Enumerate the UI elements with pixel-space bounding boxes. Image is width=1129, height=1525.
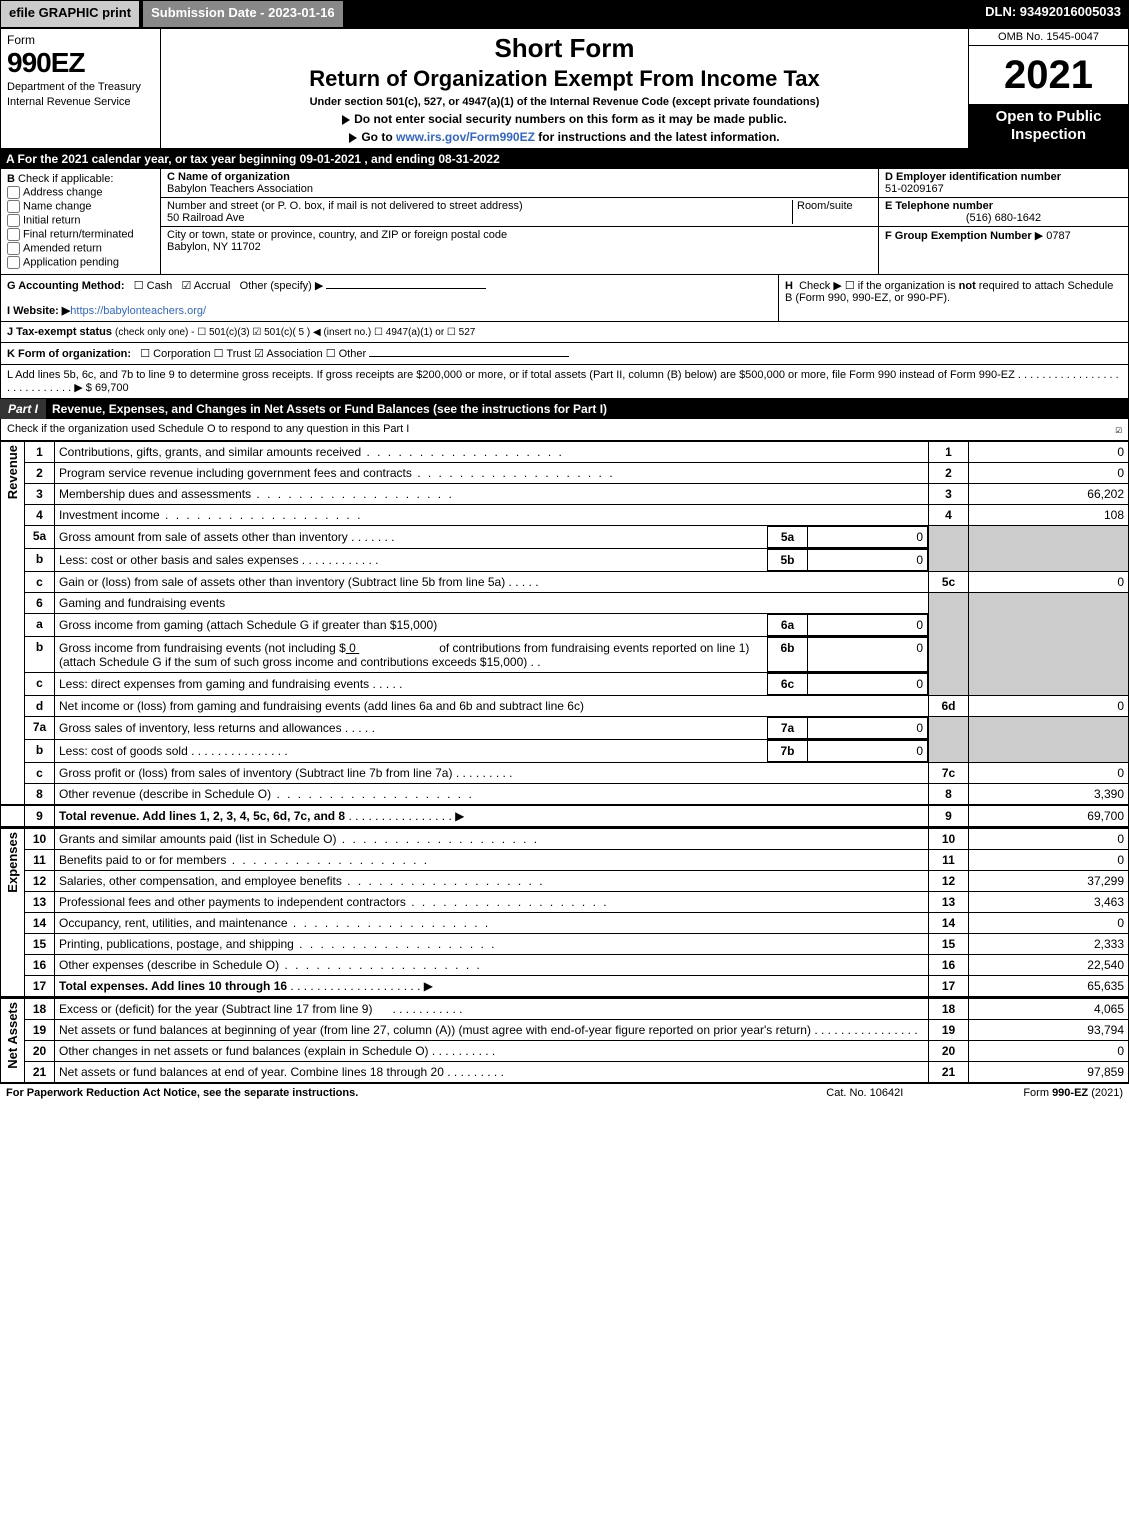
part-i-header: Part I Revenue, Expenses, and Changes in…	[0, 399, 1129, 419]
section-j: J Tax-exempt status (check only one) - ☐…	[0, 322, 1129, 343]
section-a: A For the 2021 calendar year, or tax yea…	[0, 149, 1129, 169]
line-11: 11Benefits paid to or for members110	[1, 850, 1129, 871]
org-city: Babylon, NY 11702	[167, 241, 261, 253]
website-link[interactable]: https://babylonteachers.org/	[70, 305, 206, 317]
header-left: Form 990EZ Department of the Treasury In…	[1, 29, 161, 148]
note-goto: Go to www.irs.gov/Form990EZ for instruct…	[167, 130, 962, 144]
submission-date: Submission Date - 2023-01-16	[142, 0, 344, 28]
room-suite: Room/suite	[792, 200, 872, 224]
col-b: B Check if applicable: Address change Na…	[1, 169, 161, 274]
line-16: 16Other expenses (describe in Schedule O…	[1, 955, 1129, 976]
arrow-icon	[349, 133, 357, 143]
line-14: 14Occupancy, rent, utilities, and mainte…	[1, 913, 1129, 934]
part-i-title: Revenue, Expenses, and Changes in Net As…	[46, 399, 613, 419]
line-18: Net Assets 18Excess or (deficit) for the…	[1, 998, 1129, 1020]
part-i-table: Revenue 1Contributions, gifts, grants, a…	[0, 441, 1129, 1083]
section-b-block: B Check if applicable: Address change Na…	[0, 169, 1129, 275]
irs-link[interactable]: www.irs.gov/Form990EZ	[396, 130, 535, 144]
footer-cat: Cat. No. 10642I	[826, 1087, 903, 1099]
line-6d: dNet income or (loss) from gaming and fu…	[1, 696, 1129, 717]
line-7c: cGross profit or (loss) from sales of in…	[1, 763, 1129, 784]
accounting-method: G Accounting Method: ☐ Cash ☑ Accrual Ot…	[1, 275, 778, 321]
section-k: K Form of organization: ☐ Corporation ☐ …	[0, 343, 1129, 365]
chk-final-return[interactable]: Final return/terminated	[7, 228, 154, 241]
dln: DLN: 93492016005033	[977, 0, 1129, 28]
chk-address-change[interactable]: Address change	[7, 186, 154, 199]
group-exemption: F Group Exemption Number ▶ 0787	[879, 227, 1128, 274]
line-10: Expenses 10Grants and similar amounts pa…	[1, 828, 1129, 850]
telephone: (516) 680-1642	[885, 212, 1122, 224]
addr-row: Number and street (or P. O. box, if mail…	[161, 198, 878, 227]
footer-left: For Paperwork Reduction Act Notice, see …	[6, 1087, 826, 1099]
line-3: 3Membership dues and assessments366,202	[1, 484, 1129, 505]
header-middle: Short Form Return of Organization Exempt…	[161, 29, 968, 148]
line-20: 20Other changes in net assets or fund ba…	[1, 1041, 1129, 1062]
gross-receipts: $ 69,700	[86, 382, 129, 394]
form-label: Form	[7, 33, 154, 47]
line-6: 6Gaming and fundraising events	[1, 593, 1129, 614]
netassets-vlabel: Net Assets	[1, 998, 25, 1083]
under-section: Under section 501(c), 527, or 4947(a)(1)…	[167, 96, 962, 108]
chk-amended-return[interactable]: Amended return	[7, 242, 154, 255]
footer-right: Form 990-EZ (2021)	[1023, 1087, 1123, 1099]
chk-application-pending[interactable]: Application pending	[7, 256, 154, 269]
phone-block: E Telephone number(516) 680-1642	[879, 198, 1128, 227]
line-7a: 7aGross sales of inventory, less returns…	[1, 717, 1129, 740]
form-header: Form 990EZ Department of the Treasury In…	[0, 28, 1129, 149]
org-name-row: C Name of organizationBabylon Teachers A…	[161, 169, 878, 198]
line-21: 21Net assets or fund balances at end of …	[1, 1062, 1129, 1083]
line-2: 2Program service revenue including gover…	[1, 463, 1129, 484]
note-ssn: Do not enter social security numbers on …	[167, 112, 962, 126]
top-bar: efile GRAPHIC print Submission Date - 20…	[0, 0, 1129, 28]
header-right: OMB No. 1545-0047 2021 Open to Public In…	[968, 29, 1128, 148]
group-exemption-number: 0787	[1046, 230, 1070, 242]
schedule-o-check: ☑	[1115, 423, 1122, 436]
city-row: City or town, state or province, country…	[161, 227, 878, 274]
b-label: B	[7, 173, 15, 185]
line-17: 17Total expenses. Add lines 10 through 1…	[1, 976, 1129, 998]
chk-initial-return[interactable]: Initial return	[7, 214, 154, 227]
line-12: 12Salaries, other compensation, and empl…	[1, 871, 1129, 892]
dept-treasury: Department of the Treasury	[7, 81, 154, 94]
line-5a: 5aGross amount from sale of assets other…	[1, 526, 1129, 549]
line-5c: cGain or (loss) from sale of assets othe…	[1, 572, 1129, 593]
line-8: 8Other revenue (describe in Schedule O)8…	[1, 784, 1129, 806]
form-code: 990EZ	[7, 47, 154, 79]
section-h: H Check ▶ ☐ if the organization is not r…	[778, 275, 1128, 321]
col-d: D Employer identification number51-02091…	[878, 169, 1128, 274]
section-l: L Add lines 5b, 6c, and 7b to line 9 to …	[0, 365, 1129, 399]
efile-print-button[interactable]: efile GRAPHIC print	[0, 0, 140, 28]
irs-label: Internal Revenue Service	[7, 96, 154, 109]
open-to-public: Open to Public Inspection	[969, 104, 1128, 148]
section-g-h: G Accounting Method: ☐ Cash ☑ Accrual Ot…	[0, 275, 1129, 322]
website-line: I Website: ▶https://babylonteachers.org/	[7, 304, 772, 317]
part-i-sub: Check if the organization used Schedule …	[0, 419, 1129, 441]
return-title: Return of Organization Exempt From Incom…	[167, 66, 962, 92]
revenue-vlabel: Revenue	[1, 442, 25, 806]
line-1: Revenue 1Contributions, gifts, grants, a…	[1, 442, 1129, 463]
arrow-icon	[342, 115, 350, 125]
short-form-title: Short Form	[167, 33, 962, 64]
line-4: 4Investment income4108	[1, 505, 1129, 526]
org-name: Babylon Teachers Association	[167, 183, 313, 195]
expenses-vlabel: Expenses	[1, 828, 25, 998]
col-c: C Name of organizationBabylon Teachers A…	[161, 169, 878, 274]
page-footer: For Paperwork Reduction Act Notice, see …	[0, 1083, 1129, 1102]
ein-block: D Employer identification number51-02091…	[879, 169, 1128, 198]
org-address: 50 Railroad Ave	[167, 212, 244, 224]
ein: 51-0209167	[885, 183, 944, 195]
part-i-label: Part I	[0, 399, 46, 419]
chk-name-change[interactable]: Name change	[7, 200, 154, 213]
line-15: 15Printing, publications, postage, and s…	[1, 934, 1129, 955]
line-19: 19Net assets or fund balances at beginni…	[1, 1020, 1129, 1041]
line-9: 9Total revenue. Add lines 1, 2, 3, 4, 5c…	[1, 805, 1129, 828]
tax-year: 2021	[969, 46, 1128, 104]
line-13: 13Professional fees and other payments t…	[1, 892, 1129, 913]
omb-number: OMB No. 1545-0047	[969, 29, 1128, 46]
